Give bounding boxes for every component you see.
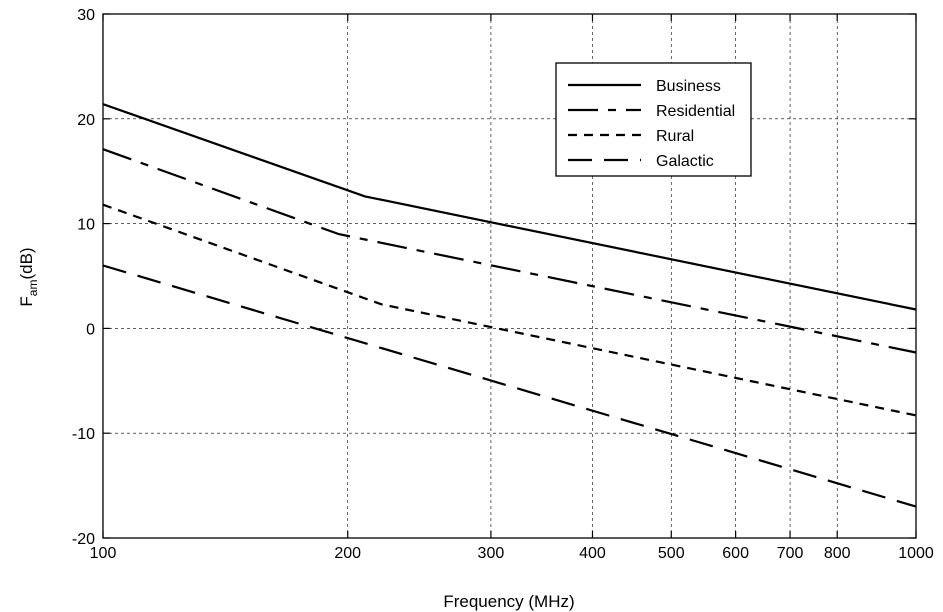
y-axis-title-main: F <box>17 296 36 306</box>
x-tick-label: 100 <box>90 545 117 562</box>
y-axis-title-unit: (dB) <box>17 247 36 279</box>
grid-lines <box>103 14 916 538</box>
y-tick-label: -20 <box>72 531 95 548</box>
legend-label-galactic: Galactic <box>656 153 714 170</box>
series-line-galactic <box>102 264 917 508</box>
axis-ticks: 100 200 300 400 500 600 700 800 1000 -20 -10 0 10 20 3… <box>72 7 934 562</box>
x-tick-label: 300 <box>478 545 505 562</box>
x-tick-label: 800 <box>824 545 851 562</box>
legend: Business Residential Rural Galactic <box>555 62 752 177</box>
y-tick-label: -10 <box>72 426 95 443</box>
legend-label-rural: Rural <box>656 128 694 145</box>
series-lines <box>102 103 917 508</box>
legend-box <box>555 62 752 177</box>
x-tick-label: 400 <box>579 545 606 562</box>
y-tick-label: 30 <box>77 7 95 24</box>
plot-frame <box>102 13 917 539</box>
x-tick-label: 600 <box>722 545 749 562</box>
series-line-rural <box>102 203 917 417</box>
y-tick-label: 20 <box>77 112 95 129</box>
y-tick-label: 0 <box>86 321 95 338</box>
legend-label-business: Business <box>656 78 721 95</box>
x-tick-label: 1000 <box>898 545 934 562</box>
y-axis-title-subscript: am <box>26 280 40 297</box>
x-tick-label: 200 <box>334 545 361 562</box>
y-axis-title: Fam(dB) <box>17 247 40 306</box>
series-line-residential <box>102 148 917 354</box>
x-tick-label: 500 <box>658 545 685 562</box>
x-tick-label: 700 <box>777 545 804 562</box>
series-line-business <box>102 103 917 311</box>
y-tick-label: 10 <box>77 217 95 234</box>
legend-label-residential: Residential <box>656 103 735 120</box>
x-axis-title: Frequency (MHz) <box>443 592 574 611</box>
